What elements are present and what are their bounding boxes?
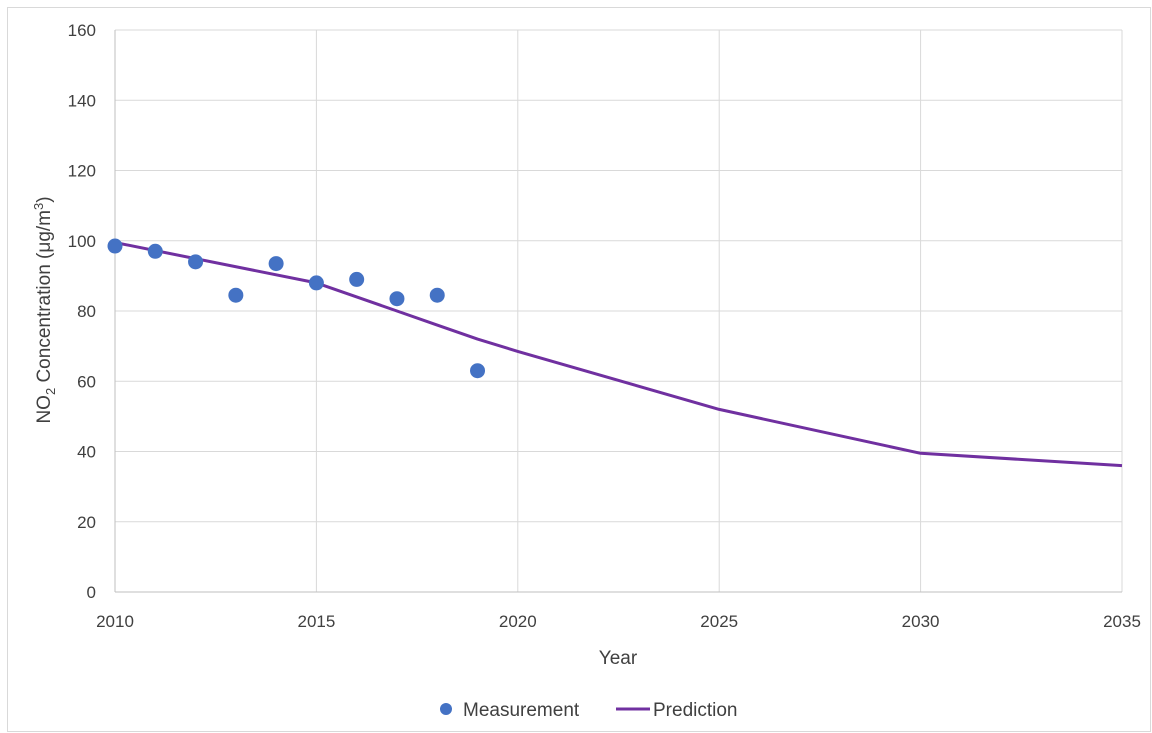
legend-prediction-label: Prediction [653,700,738,721]
x-tick-label: 2035 [1103,612,1141,631]
y-tick-label: 40 [77,443,96,462]
axes [114,30,1122,593]
x-tick-label: 2020 [499,612,537,631]
y-axis-title-prefix: NO [34,395,55,424]
y-axis-title-suffix: ) [34,196,55,202]
legend-measurement-marker [440,703,452,715]
measurement-point [268,256,284,272]
legend-measurement-label: Measurement [463,700,580,721]
prediction-line [114,241,1123,468]
series [107,238,1123,468]
y-tick-label: 20 [77,513,96,532]
measurement-point [188,254,204,270]
y-tick-label: 60 [77,372,96,391]
y-tick-label: 0 [87,583,96,602]
y-tick-label: 100 [68,232,96,251]
y-axis-title: NO2 Concentration (μg/m3) [31,196,58,423]
y-axis-title-superscript: 3 [31,203,46,210]
legend: Measurement Prediction [440,700,738,721]
measurement-point [349,271,365,287]
x-tick-label: 2025 [700,612,738,631]
x-tick-label: 2015 [297,612,335,631]
measurement-point [429,287,445,303]
measurement-point [107,238,123,254]
measurement-point [228,287,244,303]
grid-lines [115,29,1123,592]
y-tick-label: 140 [68,91,96,110]
measurement-point [308,275,324,291]
y-tick-label: 80 [77,302,96,321]
y-axis-title-middle: Concentration (μg/m [34,210,55,388]
measurement-point [147,243,163,259]
y-tick-label: 160 [68,21,96,40]
x-tick-label: 2010 [96,612,134,631]
tick-labels: 0 20 40 60 80 100 120 140 160 2010 2015 2020 2025 203… [68,21,1141,631]
measurement-point [389,291,405,307]
x-tick-label: 2030 [902,612,940,631]
y-axis-title-subscript: 2 [43,388,58,395]
x-axis-title: Year [599,648,638,669]
y-tick-label: 120 [68,162,96,181]
measurement-point [470,363,486,379]
